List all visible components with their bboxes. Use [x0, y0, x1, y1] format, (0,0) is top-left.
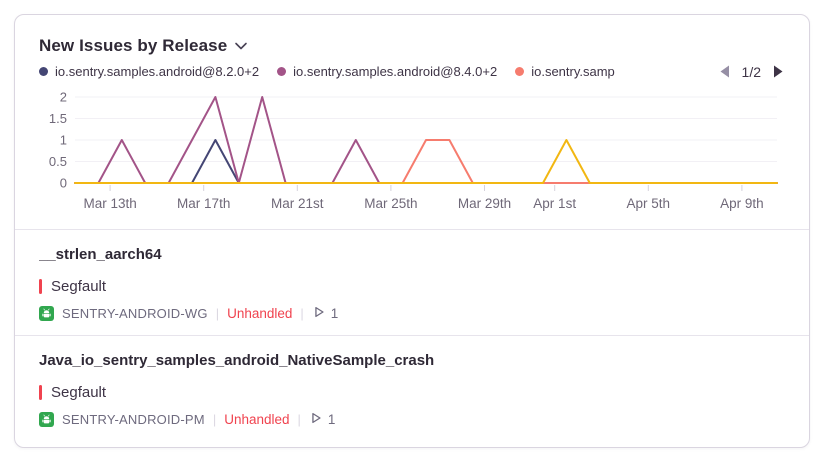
y-axis-label: 2 [60, 90, 67, 105]
legend-item-release-3[interactable]: io.sentry.samp [515, 64, 615, 79]
next-page-icon [772, 65, 785, 82]
x-axis-label: Mar 25th [364, 196, 417, 211]
legend-row: io.sentry.samples.android@8.2.0+2 io.sen… [15, 64, 809, 82]
replay-count: 1 [309, 411, 336, 428]
issue-title-link[interactable]: Java_io_sentry_samples_android_NativeSam… [39, 352, 435, 369]
issue-short-id: SENTRY-ANDROID-PM [62, 411, 205, 427]
legend-item-release-2[interactable]: io.sentry.samples.android@8.4.0+2 [277, 64, 497, 79]
x-axis-label: Mar 21st [271, 196, 324, 211]
y-axis-label: 0 [60, 176, 67, 191]
issue-culprit: Segfault [39, 276, 785, 297]
legend-dot-coral [515, 67, 525, 76]
legend-dot-magenta [277, 67, 287, 76]
y-axis-label: 0.5 [49, 154, 67, 169]
replay-count: 1 [312, 305, 339, 322]
x-axis-label: Apr 9th [720, 196, 764, 211]
legend-label: io.sentry.samples.android@8.4.0+2 [293, 64, 498, 79]
legend-next-button[interactable] [770, 62, 787, 81]
widget-title-dropdown[interactable]: New Issues by Release [39, 35, 248, 57]
legend-item-release-1[interactable]: io.sentry.samples.android@8.2.0+2 [39, 64, 259, 79]
issue-title-link[interactable]: __strlen_aarch64 [39, 246, 162, 263]
separator: | [212, 411, 217, 427]
series-line-3 [74, 139, 778, 184]
replay-count-value: 1 [327, 411, 336, 427]
prev-page-icon [718, 65, 731, 82]
x-axis-label: Apr 5th [627, 196, 671, 211]
x-axis-label: Mar 13th [83, 196, 136, 211]
chevron-down-icon [234, 37, 248, 57]
widget-header: New Issues by Release [15, 15, 809, 57]
widget-title: New Issues by Release [39, 36, 228, 55]
android-platform-icon [39, 411, 54, 427]
y-axis-label: 1.5 [49, 111, 67, 126]
y-axis-label: 1 [60, 133, 67, 148]
play-icon [312, 305, 326, 322]
separator: | [300, 305, 304, 321]
android-platform-icon [39, 305, 54, 321]
legend-label: io.sentry.samp [531, 64, 615, 79]
chart-legend: io.sentry.samples.android@8.2.0+2 io.sen… [39, 64, 681, 79]
unhandled-tag: Unhandled [224, 411, 290, 427]
unhandled-tag: Unhandled [227, 305, 293, 321]
error-level-bar [39, 279, 42, 294]
separator: | [215, 305, 220, 321]
issue-meta: SENTRY-ANDROID-PM | Unhandled | 1 [39, 410, 785, 428]
issue-list: __strlen_aarch64 Segfault SENTRY-AND [15, 229, 809, 441]
legend-label: io.sentry.samples.android@8.2.0+2 [55, 64, 260, 79]
x-axis-label: Mar 17th [177, 196, 230, 211]
legend-pagination: 1/2 [716, 62, 787, 81]
culprit-text: Segfault [51, 278, 107, 295]
issue-short-id: SENTRY-ANDROID-WG [62, 305, 208, 321]
issue-row: Java_io_sentry_samples_android_NativeSam… [15, 335, 809, 441]
replay-count-value: 1 [330, 305, 339, 321]
issue-meta: SENTRY-ANDROID-WG | Unhandled | 1 [39, 304, 785, 322]
legend-page-count: 1/2 [741, 63, 761, 80]
separator: | [297, 411, 301, 427]
x-axis-label: Mar 29th [458, 196, 511, 211]
culprit-text: Segfault [51, 384, 107, 401]
legend-dot-navy [39, 67, 48, 76]
issue-row: __strlen_aarch64 Segfault SENTRY-AND [15, 230, 809, 335]
play-icon [309, 411, 323, 428]
new-issues-widget-card: New Issues by Release io.sentry.samples.… [14, 14, 810, 448]
legend-prev-button[interactable] [716, 62, 733, 81]
error-level-bar [39, 385, 42, 400]
new-issues-line-chart[interactable]: 0 0.5 1 1.5 2 Mar 13th Mar 17th Mar 21st Mar 25t… [15, 86, 809, 218]
issue-culprit: Segfault [39, 382, 785, 403]
x-axis-label: Apr 1st [533, 196, 576, 211]
